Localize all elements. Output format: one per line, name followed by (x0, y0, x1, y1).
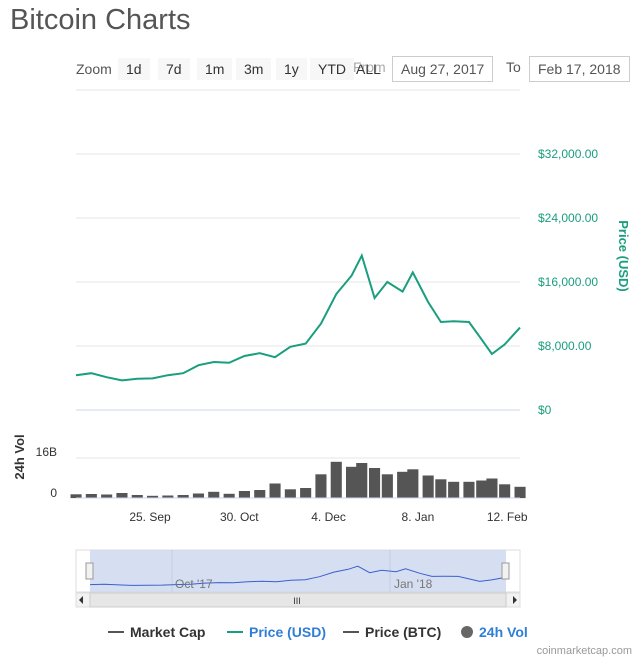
zoom-1y-button[interactable]: 1y (276, 58, 307, 80)
volume-bar (356, 463, 368, 498)
volume-bar (514, 486, 526, 499)
legend-label: Price (USD) (249, 624, 327, 640)
legend-label: Price (BTC) (365, 624, 442, 640)
x-tick-label: 4. Dec (311, 510, 346, 524)
navigator-label-jan: Jan '18 (394, 577, 433, 591)
volume-bar (269, 483, 281, 498)
volume-bar (407, 469, 419, 499)
x-tick-label: 30. Oct (220, 510, 259, 524)
volume-bar (486, 478, 498, 498)
volume-tick-16b: 16B (36, 445, 57, 459)
scroll-right-arrow-icon[interactable] (513, 596, 517, 604)
scroll-left-arrow-icon[interactable] (79, 596, 83, 604)
x-axis-ticks: 25. Sep 30. Oct 4. Dec 8. Jan 12. Feb (129, 510, 528, 524)
legend-label: 24h Vol (479, 624, 528, 640)
x-tick-label: 8. Jan (402, 510, 435, 524)
legend-dot-icon (461, 626, 473, 638)
volume-bar (70, 494, 82, 499)
from-date-input[interactable]: Aug 27, 2017 (392, 56, 494, 82)
page-title: Bitcoin Charts (10, 4, 191, 36)
volume-bar (254, 490, 266, 498)
price-y-ticks: $0 $8,000.00 $16,000.00 $24,000.00 $32,000.0… (538, 147, 598, 417)
scrollbar-grip-icon: III (293, 596, 301, 606)
x-tick-label: 12. Feb (487, 510, 528, 524)
volume-bar (238, 491, 250, 498)
zoom-3m-button[interactable]: 3m (236, 58, 272, 80)
volume-bar (116, 493, 128, 498)
price-usd-line (75, 252, 521, 382)
volume-bar (463, 481, 475, 499)
volume-bars (70, 461, 526, 499)
volume-bar (162, 495, 174, 498)
navigator-right-handle[interactable] (501, 562, 510, 580)
volume-bar (381, 474, 393, 499)
bitcoin-chart: $0 $8,000.00 $16,000.00 $24,000.00 $32,000.0… (12, 89, 631, 608)
volume-bar (300, 488, 312, 498)
price-axis-title: Price (USD) (616, 220, 631, 292)
zoom-label: Zoom (76, 61, 112, 77)
chart-legend: Market Cap Price (USD) Price (BTC) 24h V… (0, 624, 640, 644)
volume-tick-0: 0 (50, 486, 57, 500)
price-tick-label: $8,000.00 (538, 339, 592, 353)
legend-item-price-usd[interactable]: Price (USD) (227, 624, 326, 640)
zoom-all-button[interactable]: ALL (356, 61, 381, 77)
navigator[interactable]: Oct '17 Jan '18 (75, 549, 521, 593)
volume-bar (422, 475, 434, 498)
volume-bar (131, 495, 143, 498)
navigator-left-handle[interactable] (85, 562, 94, 580)
volume-bar (208, 491, 220, 499)
zoom-7d-button[interactable]: 7d (158, 58, 190, 80)
x-tick-label: 25. Sep (129, 510, 171, 524)
volume-bar (101, 494, 113, 498)
navigator-selection[interactable] (90, 550, 506, 592)
to-date-input[interactable]: Feb 17, 2018 (529, 56, 630, 82)
from-label: From (353, 59, 386, 75)
volume-bar (284, 489, 296, 499)
volume-bar (177, 495, 189, 498)
volume-bar (369, 468, 381, 498)
volume-bar (397, 471, 409, 499)
legend-item-24h-vol[interactable]: 24h Vol (461, 624, 528, 640)
price-tick-label: $16,000.00 (538, 275, 598, 289)
scrollbar-thumb[interactable] (89, 592, 507, 608)
legend-label: Market Cap (130, 624, 206, 640)
price-tick-label: $0 (538, 403, 552, 417)
to-label: To (506, 59, 521, 75)
navigator-label-oct: Oct '17 (175, 577, 213, 591)
volume-bar (330, 461, 342, 499)
scrollbar[interactable]: III (75, 592, 521, 608)
legend-item-market-cap[interactable]: Market Cap (108, 624, 205, 640)
volume-bar (435, 479, 447, 499)
zoom-1d-button[interactable]: 1d (118, 58, 150, 80)
zoom-ytd-button[interactable]: YTD (310, 58, 354, 80)
volume-axis-title: 24h Vol (12, 434, 27, 479)
volume-bar (147, 495, 159, 499)
price-gridlines (76, 89, 520, 459)
legend-item-price-btc[interactable]: Price (BTC) (343, 624, 441, 640)
volume-bar (315, 474, 327, 499)
legend-line-icon (108, 631, 124, 633)
volume-bar (499, 484, 511, 499)
zoom-1m-button[interactable]: 1m (197, 58, 233, 80)
credit-link[interactable]: coinmarketcap.com (536, 645, 632, 657)
volume-bar (346, 466, 358, 499)
volume-bar (85, 494, 97, 498)
legend-line-icon (343, 631, 359, 633)
price-tick-label: $32,000.00 (538, 147, 598, 161)
navigator-price-line (89, 565, 507, 586)
volume-bar (223, 493, 235, 499)
price-tick-label: $24,000.00 (538, 211, 598, 225)
volume-bar (192, 493, 204, 498)
legend-line-icon (227, 631, 243, 633)
volume-bar (448, 481, 460, 499)
volume-bar (476, 480, 488, 498)
